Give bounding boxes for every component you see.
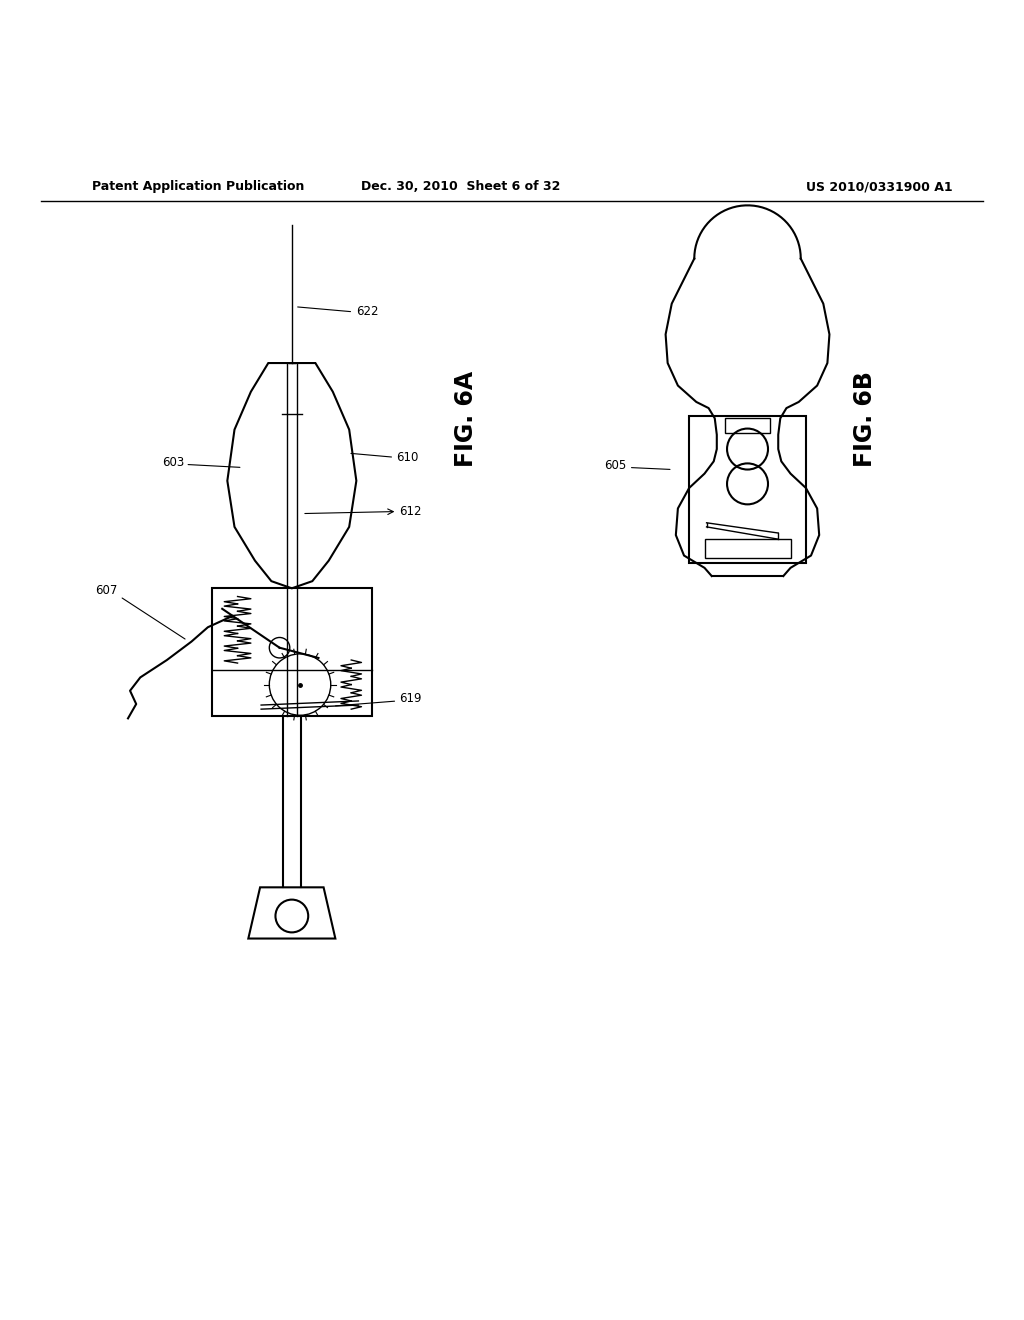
Text: 607: 607 [95, 583, 118, 597]
Text: 619: 619 [399, 693, 422, 705]
Text: 612: 612 [399, 506, 422, 517]
Text: Patent Application Publication: Patent Application Publication [92, 181, 304, 194]
Bar [725, 418, 770, 433]
Text: 605: 605 [604, 459, 627, 473]
Bar [705, 539, 791, 557]
Text: FIG. 6A: FIG. 6A [454, 371, 478, 467]
Text: 610: 610 [396, 450, 419, 463]
Bar [689, 416, 806, 562]
Text: 603: 603 [162, 455, 184, 469]
Bar [212, 589, 372, 717]
Text: 622: 622 [356, 305, 379, 318]
Text: Dec. 30, 2010  Sheet 6 of 32: Dec. 30, 2010 Sheet 6 of 32 [361, 181, 560, 194]
Text: US 2010/0331900 A1: US 2010/0331900 A1 [806, 181, 952, 194]
Text: FIG. 6B: FIG. 6B [853, 371, 878, 467]
